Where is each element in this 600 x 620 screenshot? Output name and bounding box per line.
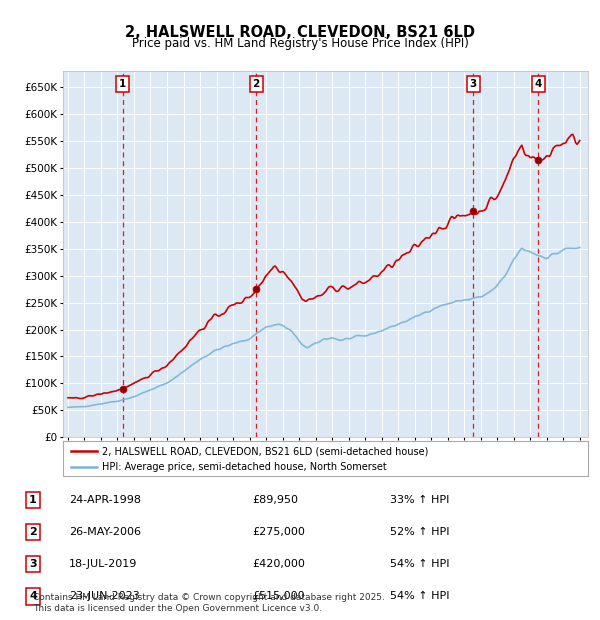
Text: Price paid vs. HM Land Registry's House Price Index (HPI): Price paid vs. HM Land Registry's House … [131,37,469,50]
Text: 4: 4 [29,591,37,601]
Text: 18-JUL-2019: 18-JUL-2019 [69,559,137,569]
Text: 23-JUN-2023: 23-JUN-2023 [69,591,140,601]
Text: £515,000: £515,000 [252,591,305,601]
Text: 2: 2 [253,79,260,89]
Text: 24-APR-1998: 24-APR-1998 [69,495,141,505]
Text: 26-MAY-2006: 26-MAY-2006 [69,527,141,537]
Text: 54% ↑ HPI: 54% ↑ HPI [390,591,449,601]
Text: £420,000: £420,000 [252,559,305,569]
Text: 52% ↑ HPI: 52% ↑ HPI [390,527,449,537]
Text: £275,000: £275,000 [252,527,305,537]
Text: 2, HALSWELL ROAD, CLEVEDON, BS21 6LD (semi-detached house): 2, HALSWELL ROAD, CLEVEDON, BS21 6LD (se… [103,446,429,456]
Text: 2, HALSWELL ROAD, CLEVEDON, BS21 6LD: 2, HALSWELL ROAD, CLEVEDON, BS21 6LD [125,25,475,40]
Text: £89,950: £89,950 [252,495,298,505]
Text: 4: 4 [535,79,542,89]
Text: 2: 2 [29,527,37,537]
Text: 33% ↑ HPI: 33% ↑ HPI [390,495,449,505]
Text: 1: 1 [119,79,126,89]
Text: 3: 3 [29,559,37,569]
Text: 3: 3 [469,79,477,89]
Text: 1: 1 [29,495,37,505]
Text: 54% ↑ HPI: 54% ↑ HPI [390,559,449,569]
Text: HPI: Average price, semi-detached house, North Somerset: HPI: Average price, semi-detached house,… [103,463,387,472]
Text: Contains HM Land Registry data © Crown copyright and database right 2025.
This d: Contains HM Land Registry data © Crown c… [33,593,385,613]
